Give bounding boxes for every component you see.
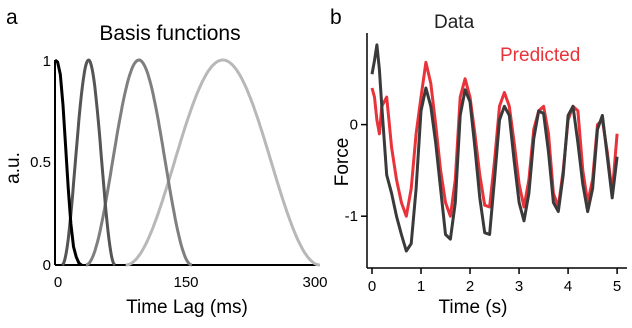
panel-b-letter: b — [330, 6, 342, 29]
basis-function-1 — [54, 58, 83, 267]
panel-a-xtick-0: 0 — [54, 274, 62, 291]
panel-a-letter: a — [6, 6, 18, 29]
panel-b-xtick-label: 2 — [466, 278, 474, 295]
panel-a-ytick-0: 0 — [43, 257, 51, 274]
panel-b-xtick-label: 0 — [368, 278, 376, 295]
panel-a-xtick-150: 150 — [173, 274, 198, 291]
basis-function-2 — [61, 58, 116, 267]
basis-function-3 — [85, 58, 193, 267]
panel-a-xlabel: Time Lag (ms) — [126, 297, 248, 318]
panel-a: a Basis functions a.u. Time Lag (ms) 0 1… — [3, 6, 328, 318]
panel-b: b Data Predicted Force Time (s) 0 1 2 3 4 5 -1… — [330, 6, 627, 318]
panel-b-ticks: 0 1 2 3 4 5 -1 0 — [345, 117, 622, 295]
series-data-line — [370, 43, 619, 253]
panel-a-xtick-300: 300 — [302, 274, 327, 291]
panel-b-xtick-label: 4 — [564, 278, 572, 295]
legend-predicted: Predicted — [500, 45, 580, 66]
panel-b-xtick-label: 3 — [515, 278, 523, 295]
basis-function-4 — [125, 58, 321, 267]
panel-b-series — [370, 43, 619, 253]
legend-data: Data — [434, 12, 475, 33]
panel-a-series — [54, 58, 321, 267]
panel-a-title: Basis functions — [99, 22, 240, 45]
panel-a-ytick-1: 1 — [43, 53, 51, 70]
panel-b-xtick-label: 1 — [417, 278, 425, 295]
panel-b-xtick-label: 5 — [613, 278, 621, 295]
panel-b-ytick-label: 0 — [350, 117, 358, 134]
panel-b-ytick-label: -1 — [345, 208, 358, 225]
panel-b-xlabel: Time (s) — [439, 297, 508, 318]
panel-b-ylabel: Force — [332, 138, 353, 187]
panel-a-ytick-0-5: 0.5 — [30, 154, 51, 171]
panel-a-ylabel: a.u. — [3, 152, 24, 184]
